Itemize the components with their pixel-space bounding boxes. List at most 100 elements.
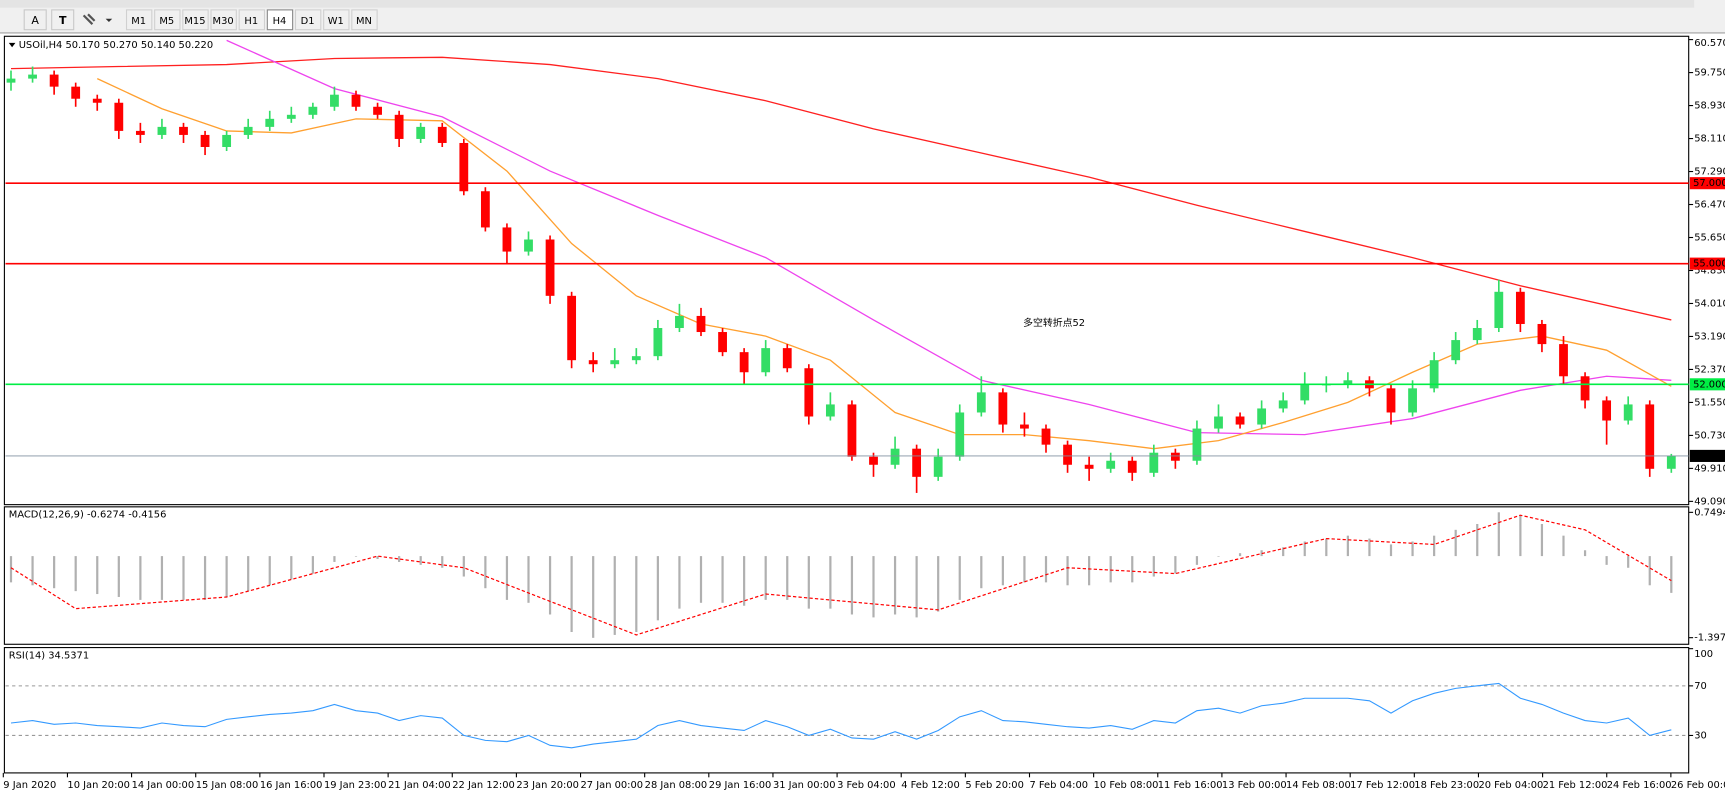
candle-body xyxy=(265,118,275,127)
macd-bar xyxy=(441,556,444,568)
level-label: 50.220 xyxy=(1693,451,1725,462)
macd-bar xyxy=(1540,523,1544,557)
macd-bar xyxy=(376,556,379,560)
macd-bar xyxy=(333,556,336,562)
macd-bar xyxy=(1152,556,1155,577)
candle-body xyxy=(545,239,555,296)
x-tick-label: 21 Jan 04:00 xyxy=(388,780,451,791)
x-tick-label: 7 Feb 04:00 xyxy=(1029,780,1088,791)
timeframe-label[interactable]: M15 xyxy=(184,16,205,27)
macd-bar xyxy=(548,556,552,615)
macd-bar xyxy=(1670,556,1673,593)
candle-body xyxy=(92,98,102,103)
y-tick-label: 50.730 xyxy=(1694,430,1725,441)
candle-body xyxy=(286,114,296,119)
macd-bar xyxy=(656,556,659,621)
x-tick-label: 29 Jan 16:00 xyxy=(709,780,772,791)
text-tool[interactable]: A xyxy=(31,14,39,27)
x-tick-label: 10 Jan 20:00 xyxy=(67,780,130,791)
timeframe-button[interactable] xyxy=(323,9,350,31)
candle-body xyxy=(567,295,577,361)
timeframe-button[interactable] xyxy=(154,9,181,31)
macd-bar xyxy=(850,556,854,615)
y-tick-label: 49.910 xyxy=(1694,463,1725,474)
level-label: 55.000 xyxy=(1693,259,1725,270)
candle-body xyxy=(1451,340,1461,361)
timeframe-label[interactable]: W1 xyxy=(328,16,344,27)
macd-bar xyxy=(182,556,185,600)
macd-bar xyxy=(1217,556,1220,557)
candle-body xyxy=(847,404,857,457)
macd-bar xyxy=(915,556,918,618)
timeframe-label[interactable]: H1 xyxy=(244,16,258,27)
arrow-tool-icon[interactable] xyxy=(82,13,96,25)
y-tick-label: 58.110 xyxy=(1694,134,1725,145)
candle-body xyxy=(114,102,124,131)
macd-bar xyxy=(203,556,207,600)
timeframe-label[interactable]: M5 xyxy=(159,16,174,27)
candle-body xyxy=(933,456,943,477)
y-tick-label: 51.550 xyxy=(1694,397,1725,408)
candle-body xyxy=(1020,424,1029,429)
timeframe-button[interactable] xyxy=(182,9,209,31)
macd-bar xyxy=(1411,541,1414,557)
macd-bar xyxy=(613,556,616,635)
y-tick-label: 54.830 xyxy=(1694,265,1725,276)
candle-body xyxy=(1278,400,1288,409)
macd-bar xyxy=(1023,556,1026,583)
candle-body xyxy=(1041,428,1051,445)
timeframe-button[interactable] xyxy=(351,9,378,31)
x-tick-label: 14 Jan 00:00 xyxy=(132,780,195,791)
macd-bar xyxy=(678,556,681,609)
candle-body xyxy=(243,126,253,135)
level-label-box xyxy=(1689,378,1725,391)
candle-body xyxy=(1149,452,1159,473)
macd-panel xyxy=(3,506,1690,645)
macd-bar xyxy=(1433,535,1436,557)
candle-body xyxy=(1257,408,1267,425)
timeframe-button[interactable] xyxy=(125,9,153,31)
candle-body xyxy=(782,348,792,369)
timeframe-label[interactable]: M30 xyxy=(213,16,234,27)
macd-bar xyxy=(225,556,228,597)
candle-body xyxy=(1429,360,1439,389)
macd-signal xyxy=(10,514,1672,636)
candle-body xyxy=(135,130,145,135)
moving-average xyxy=(226,39,1672,436)
timeframe-button[interactable] xyxy=(266,9,294,31)
y-tick-label: 58.930 xyxy=(1694,101,1725,112)
x-tick-label: 23 Jan 20:00 xyxy=(516,780,579,791)
macd-bar xyxy=(937,556,940,612)
timeframe-button[interactable] xyxy=(210,9,237,31)
x-tick-label: 22 Jan 12:00 xyxy=(452,780,515,791)
timeframe-label[interactable]: M1 xyxy=(131,16,146,27)
candle-body xyxy=(912,448,922,477)
y-tick-label: 0.7494 xyxy=(1694,507,1725,518)
x-tick-label: 4 Feb 12:00 xyxy=(901,780,960,791)
dropdown-icon[interactable] xyxy=(105,18,113,22)
symbol-menu-icon[interactable] xyxy=(8,42,16,48)
x-tick-label: 21 Feb 12:00 xyxy=(1543,780,1608,791)
candle-body xyxy=(524,239,533,252)
macd-bar xyxy=(1195,556,1199,565)
candle-body xyxy=(308,106,318,115)
label-tool-button[interactable] xyxy=(51,9,75,31)
macd-bar xyxy=(1627,556,1630,568)
level-label-box xyxy=(1689,257,1725,270)
macd-bar xyxy=(96,556,99,595)
text-tool-button[interactable] xyxy=(23,9,47,31)
macd-bar xyxy=(484,556,487,589)
macd-bar xyxy=(1605,556,1608,565)
x-tick-label: 9 Jan 2020 xyxy=(3,780,56,791)
macd-bar xyxy=(958,556,961,600)
candle-body xyxy=(222,134,232,147)
timeframe-label[interactable]: MN xyxy=(356,16,372,27)
timeframe-label[interactable]: H4 xyxy=(273,16,287,27)
macd-bar xyxy=(527,556,530,603)
timeframe-button[interactable] xyxy=(294,9,322,31)
timeframe-label[interactable]: D1 xyxy=(301,16,315,27)
candle-body xyxy=(739,352,749,373)
macd-bar xyxy=(699,556,703,603)
macd-bar xyxy=(1174,556,1177,574)
timeframe-button[interactable] xyxy=(238,9,266,31)
